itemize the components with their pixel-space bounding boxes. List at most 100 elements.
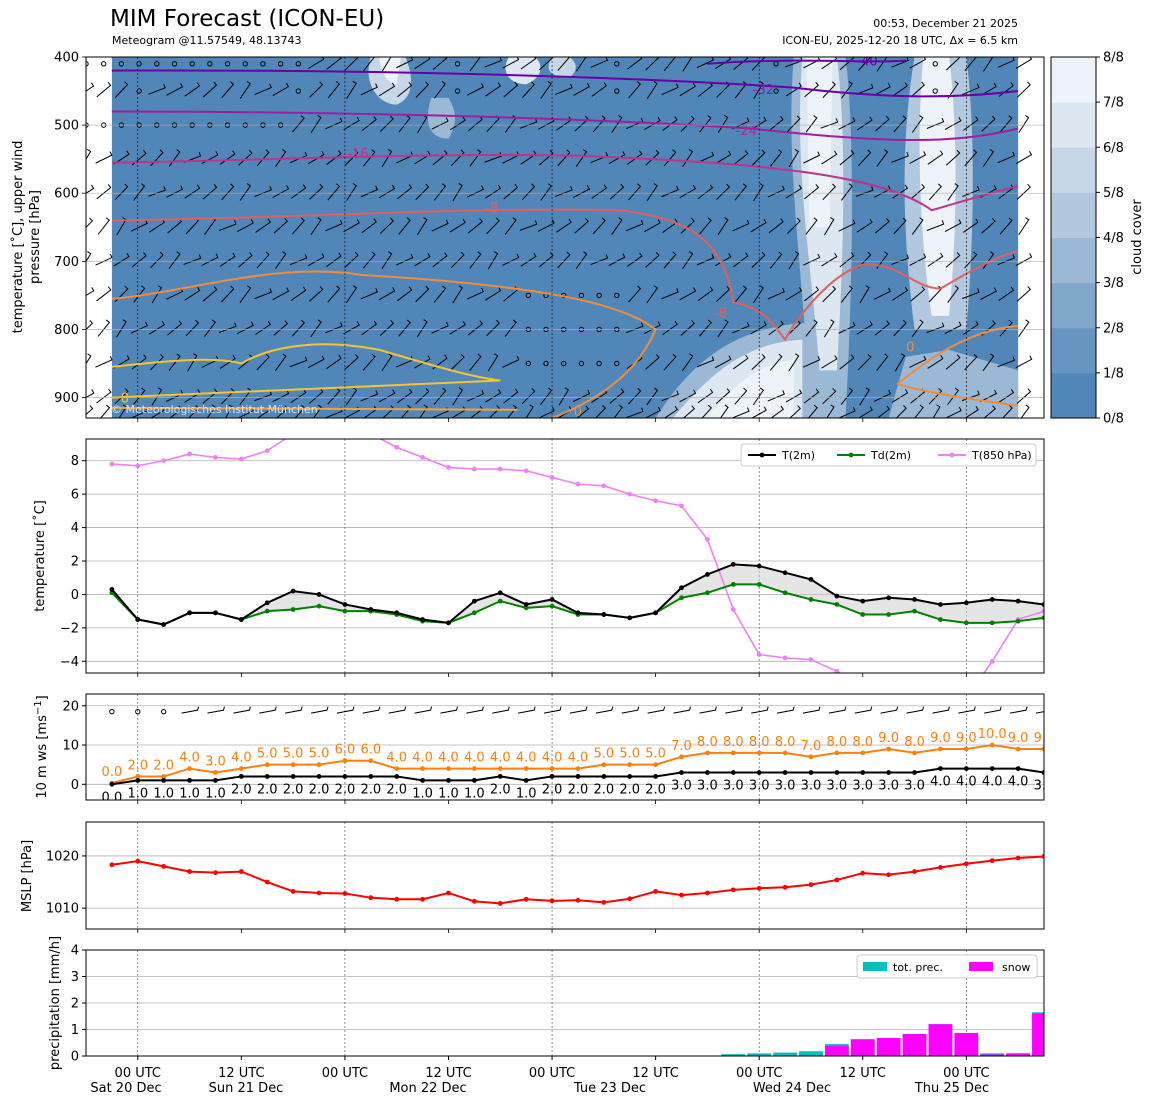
y-tick-label: 500 (54, 119, 79, 134)
wind-barb (414, 355, 431, 369)
wind-barb (573, 185, 591, 198)
wind-barb (964, 251, 978, 269)
wind-barb (1002, 404, 1013, 418)
series-point (1041, 854, 1044, 859)
bar-tot. prec. (799, 1051, 823, 1056)
y-tick-label: 900 (54, 391, 79, 406)
series-point (290, 889, 296, 894)
series-point (886, 595, 892, 601)
wind-barb (963, 116, 979, 131)
series-point (601, 774, 607, 779)
wind-barb (414, 57, 431, 70)
wind-barb (555, 83, 573, 95)
bar-snow (902, 1034, 927, 1056)
wind-barb (767, 185, 785, 198)
wind-barb (148, 83, 166, 95)
wind-barb (822, 183, 837, 201)
series-point (679, 503, 684, 509)
gust-data-label: 0.0 (102, 765, 123, 780)
wind-barb (803, 388, 820, 404)
wind-barb (97, 319, 111, 337)
wind-barb (86, 251, 92, 263)
series-point (679, 892, 684, 898)
wind-barb (945, 149, 961, 166)
wind-barb (238, 149, 253, 166)
wind-barb (452, 183, 463, 202)
wind-barb (592, 115, 606, 133)
wind-barb (944, 321, 962, 334)
series-point (1119, 774, 1124, 779)
calm-circle (596, 292, 602, 299)
wind-barb (327, 81, 341, 99)
y-axis-label: MSLP [hPa] (20, 840, 35, 912)
colorbar-tick-label: 7/8 (1103, 96, 1124, 111)
series-point (860, 684, 865, 689)
wind-barb (255, 320, 272, 335)
colorbar-segment (1051, 192, 1096, 238)
wind-barb (891, 152, 909, 163)
wind-barb (855, 83, 874, 95)
wind-barb (786, 217, 801, 235)
wind-barb (503, 81, 519, 98)
series-point (808, 657, 814, 663)
wind-barb (326, 150, 342, 165)
wind-barb (770, 149, 783, 167)
series-point (549, 475, 555, 480)
ws-data-label: 2.0 (1111, 782, 1132, 797)
wind-barb (575, 149, 588, 167)
ws-data-label: 1.0 (464, 786, 485, 801)
ws-data-label: 1.0 (127, 786, 148, 801)
wind-barb (715, 388, 731, 404)
wind-barb (274, 353, 287, 372)
series-point (963, 861, 969, 867)
wind-barb (86, 287, 95, 296)
wind-barb (725, 706, 743, 714)
wind-barb (492, 706, 510, 714)
wind-barb (732, 322, 750, 334)
wind-barb (947, 387, 960, 406)
ws-data-label: 2.0 (593, 782, 614, 797)
legend: T(2m) Td(2m) T(850 hPa) (740, 443, 1037, 467)
wind-barb (168, 251, 181, 269)
wind-barb (1015, 253, 1033, 267)
run-timestamp: 00:53, December 21 2025 (873, 17, 1018, 30)
series-point (342, 774, 348, 779)
series-point (782, 655, 788, 661)
wind-barb (204, 319, 216, 337)
ws-data-label: 3.0 (827, 779, 848, 794)
series-point (135, 777, 141, 783)
series-point (730, 561, 736, 567)
wind-barb (466, 185, 484, 198)
series-point (653, 762, 659, 768)
x-tick-label: 12 UTC (840, 1066, 886, 1081)
series-point (601, 612, 607, 617)
wind-barb (753, 80, 764, 100)
wind-barb (997, 151, 1015, 164)
gust-data-label: 7.0 (671, 739, 692, 754)
wind-barb (679, 82, 696, 97)
calm-circle (454, 88, 461, 94)
series-point (161, 458, 167, 464)
wind-barb (415, 81, 430, 98)
wind-barb (895, 405, 907, 418)
wind-barb (769, 251, 783, 269)
legend-box (856, 954, 1038, 979)
series-point (187, 766, 192, 771)
wind-barb (734, 387, 748, 405)
legend-swatch (969, 962, 993, 971)
wind-barb (893, 115, 907, 133)
series-point (756, 885, 762, 891)
series-point (1093, 559, 1098, 564)
wind-barb (133, 285, 146, 303)
series-point (342, 602, 348, 607)
calm-circle (136, 61, 142, 67)
wind-barb (1018, 319, 1030, 338)
wind-barb (750, 218, 767, 233)
gust-data-label: 4.0 (438, 751, 459, 766)
wind-barb (823, 319, 835, 338)
wind-barb (256, 406, 272, 418)
calm-circle (224, 61, 231, 67)
series-point (756, 770, 762, 775)
wind-barb (697, 184, 714, 200)
wind-barb (714, 150, 732, 165)
